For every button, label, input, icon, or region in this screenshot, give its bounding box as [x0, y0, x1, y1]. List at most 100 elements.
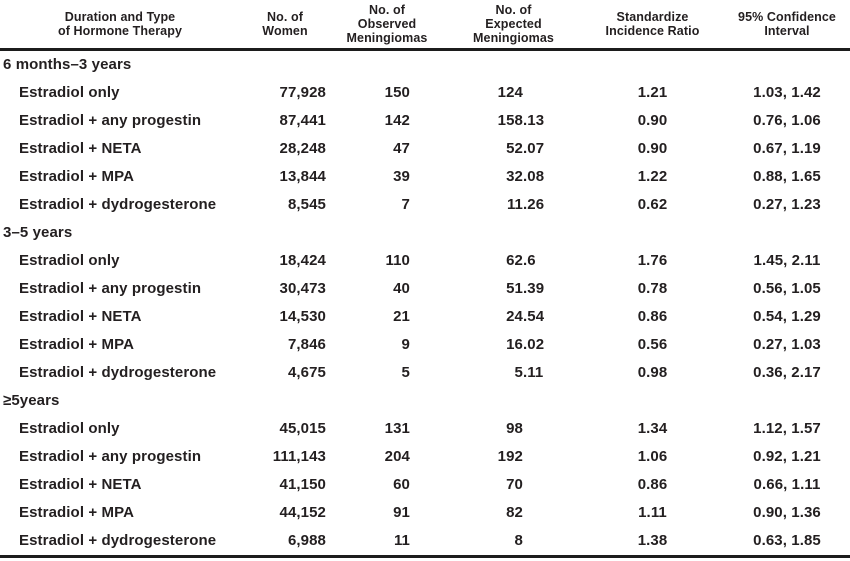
table-row: Estradiol + NETA 41,150 60 70 0.86 0.66, 1.11 — [0, 471, 850, 499]
confidence-interval-cell: 0.90, 1.36 — [753, 504, 821, 521]
expected-meningiomas-cell: 70 — [420, 471, 595, 499]
no-of-women-cell: 6,988 — [287, 532, 326, 549]
standardize-incidence-ratio-cell: 0.78 — [637, 280, 668, 297]
confidence-interval-cell: 0.63, 1.85 — [753, 532, 821, 549]
expected-meningiomas-cell: 52.07 — [420, 135, 595, 163]
standardize-incidence-ratio-cell: 0.56 — [637, 336, 668, 353]
therapy-type-cell: Estradiol + dydrogesterone — [19, 364, 217, 381]
column-header-observed-meningiomas: No. of Observed Meningiomas — [346, 3, 428, 45]
confidence-interval-cell: 0.27, 1.03 — [753, 336, 821, 353]
column-header-standardize-incidence-ratio: Standardize Incidence Ratio — [605, 10, 700, 38]
confidence-interval-cell: 0.76, 1.06 — [753, 112, 821, 129]
observed-meningiomas-cell: 39 — [393, 168, 410, 185]
therapy-type-cell: Estradiol + any progestin — [19, 280, 202, 297]
no-of-women-cell: 28,248 — [279, 140, 326, 157]
standardize-incidence-ratio-cell: 0.86 — [637, 308, 668, 325]
expected-meningiomas-cell: 51.39 — [420, 275, 595, 303]
observed-meningiomas-cell: 9 — [401, 336, 410, 353]
no-of-women-cell: 18,424 — [279, 252, 326, 269]
observed-meningiomas-cell: 11 — [393, 532, 410, 549]
table-body: 6 months–3 years Estradiol only 77,928 150 1… — [0, 51, 850, 558]
table-row: Estradiol + dydrogesterone 8,545 7 11.26 0.6… — [0, 191, 850, 219]
group-label: 6 months–3 years — [3, 56, 132, 73]
column-header-expected-meningiomas: No. of Expected Meningiomas — [473, 3, 554, 45]
observed-meningiomas-cell: 110 — [385, 252, 410, 269]
group-label: ≥5years — [3, 392, 60, 409]
observed-meningiomas-cell: 150 — [384, 84, 410, 101]
confidence-interval-cell: 1.12, 1.57 — [753, 420, 821, 437]
standardize-incidence-ratio-cell: 1.38 — [637, 532, 668, 549]
confidence-interval-cell: 0.56, 1.05 — [753, 280, 821, 297]
confidence-interval-cell: 0.27, 1.23 — [753, 196, 821, 213]
standardize-incidence-ratio-cell: 0.86 — [637, 476, 668, 493]
table-header-row: Duration and Type of Hormone Therapy No.… — [0, 0, 850, 51]
no-of-women-cell: 13,844 — [279, 168, 326, 185]
expected-meningiomas-cell: 192 — [420, 443, 595, 471]
no-of-women-cell: 30,473 — [279, 280, 326, 297]
table-row: Estradiol only 45,015 131 98 1.34 1.12, 1.57 — [0, 415, 850, 443]
therapy-type-cell: Estradiol + dydrogesterone — [19, 196, 217, 213]
expected-fraction-part: .26 — [523, 196, 545, 213]
no-of-women-cell: 45,015 — [279, 420, 326, 437]
expected-meningiomas-cell: 5.11 — [420, 359, 595, 387]
standardize-incidence-ratio-cell: 1.11 — [638, 504, 667, 521]
observed-meningiomas-cell: 47 — [393, 140, 410, 157]
group-label: 3–5 years — [3, 224, 73, 241]
confidence-interval-cell: 0.54, 1.29 — [753, 308, 821, 325]
expected-fraction-part: .07 — [523, 140, 545, 157]
expected-meningiomas-cell: 82 — [420, 499, 595, 527]
expected-meningiomas-cell: 32.08 — [420, 163, 595, 191]
expected-meningiomas-cell: 158.13 — [420, 107, 595, 135]
group-header-row: 6 months–3 years — [0, 51, 850, 79]
no-of-women-cell: 77,928 — [279, 84, 326, 101]
standardize-incidence-ratio-cell: 1.34 — [637, 420, 668, 437]
expected-integer-part: 11 — [506, 196, 523, 213]
expected-fraction-part: .08 — [523, 168, 545, 185]
table-row: Estradiol + MPA 44,152 91 82 1.11 0.90, 1.36 — [0, 499, 850, 527]
therapy-type-cell: Estradiol + any progestin — [19, 448, 202, 465]
no-of-women-cell: 41,150 — [279, 476, 326, 493]
expected-fraction-part: .54 — [523, 308, 545, 325]
expected-integer-part: 51 — [506, 280, 523, 297]
expected-integer-part: 62 — [506, 252, 523, 269]
observed-meningiomas-cell: 40 — [393, 280, 410, 297]
therapy-type-cell: Estradiol + any progestin — [19, 112, 202, 129]
expected-integer-part: 70 — [506, 476, 523, 493]
expected-meningiomas-cell: 11.26 — [420, 191, 595, 219]
standardize-incidence-ratio-cell: 0.98 — [637, 364, 668, 381]
expected-fraction-part: .02 — [523, 336, 545, 353]
standardize-incidence-ratio-cell: 0.90 — [637, 140, 668, 157]
expected-integer-part: 98 — [506, 420, 523, 437]
therapy-type-cell: Estradiol only — [19, 420, 120, 437]
expected-fraction-part: .13 — [523, 112, 545, 129]
expected-meningiomas-cell: 8 — [420, 527, 595, 555]
confidence-interval-cell: 0.66, 1.11 — [753, 476, 821, 493]
therapy-type-cell: Estradiol + NETA — [19, 140, 142, 157]
no-of-women-cell: 8,545 — [287, 196, 326, 213]
group-header-row: 3–5 years — [0, 219, 850, 247]
no-of-women-cell: 111,143 — [272, 448, 326, 465]
observed-meningiomas-cell: 5 — [401, 364, 410, 381]
column-header-duration-type: Duration and Type of Hormone Therapy — [57, 10, 183, 38]
expected-integer-part: 8 — [514, 532, 523, 549]
expected-fraction-part: .6 — [523, 252, 536, 269]
column-header-no-of-women: No. of Women — [262, 10, 308, 38]
observed-meningiomas-cell: 7 — [401, 196, 410, 213]
standardize-incidence-ratio-cell: 1.21 — [637, 84, 668, 101]
expected-integer-part: 124 — [497, 84, 523, 101]
expected-integer-part: 52 — [506, 140, 523, 157]
observed-meningiomas-cell: 204 — [384, 448, 410, 465]
standardize-incidence-ratio-cell: 1.22 — [637, 168, 668, 185]
observed-meningiomas-cell: 21 — [393, 308, 410, 325]
table-row: Estradiol + any progestin 30,473 40 51.39 0.… — [0, 275, 850, 303]
expected-meningiomas-cell: 62.6 — [420, 247, 595, 275]
column-header-confidence-interval: 95% Confidence Interval — [738, 10, 836, 38]
standardize-incidence-ratio-cell: 0.90 — [637, 112, 668, 129]
expected-integer-part: 192 — [497, 448, 523, 465]
confidence-interval-cell: 0.67, 1.19 — [753, 140, 821, 157]
therapy-type-cell: Estradiol + NETA — [19, 308, 142, 325]
table-row: Estradiol + dydrogesterone 6,988 11 8 1.38 0.… — [0, 527, 850, 555]
standardize-incidence-ratio-cell: 1.76 — [637, 252, 668, 269]
